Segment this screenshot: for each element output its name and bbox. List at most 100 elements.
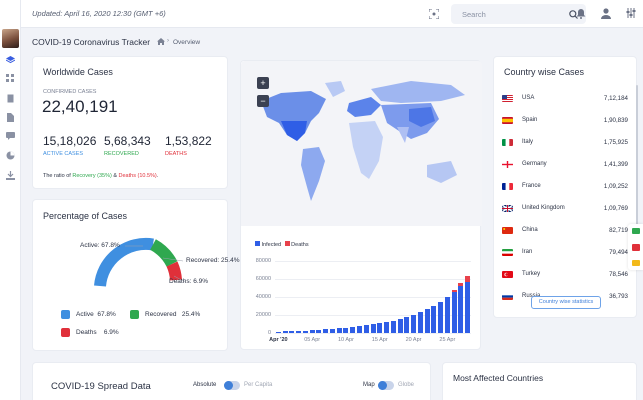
bar-infected[interactable] (289, 331, 295, 333)
bar-infected[interactable] (384, 322, 390, 333)
bar-infected[interactable] (282, 331, 288, 333)
map-globe-toggle[interactable] (378, 381, 394, 390)
notification-bell-icon[interactable] (576, 8, 586, 21)
bar-infected[interactable] (431, 306, 437, 333)
layers-icon[interactable] (5, 55, 15, 65)
country-value: 1,41,399 (603, 160, 628, 168)
bar-infected[interactable] (343, 327, 349, 333)
y-tick-label: 0 (267, 330, 271, 336)
list-item[interactable]: Germany 1,41,399 (502, 153, 628, 175)
bar-infected[interactable] (356, 326, 362, 333)
zoom-in-button[interactable]: + (257, 77, 269, 89)
money-icon[interactable] (632, 228, 640, 234)
country-value: 78,546 (609, 270, 628, 278)
file-icon[interactable] (5, 112, 15, 122)
country-name: France (522, 183, 541, 189)
image-icon[interactable] (632, 244, 640, 251)
bar-infected[interactable] (451, 292, 457, 333)
bar-infected[interactable] (444, 297, 450, 333)
spread-data-title: COVID-19 Spread Data (51, 381, 151, 392)
bar-infected[interactable] (424, 309, 430, 333)
bar-infected[interactable] (350, 327, 356, 333)
gridline (275, 279, 471, 280)
world-map[interactable] (241, 61, 482, 226)
country-statistics-button[interactable]: Country wise statistics (531, 296, 601, 309)
bar-infected[interactable] (323, 329, 329, 333)
bar-infected[interactable] (465, 282, 471, 333)
list-item[interactable]: China 82,719 (502, 219, 628, 241)
fullscreen-icon[interactable] (428, 8, 440, 21)
list-item[interactable]: United Kingdom 1,09,769 (502, 197, 628, 219)
percentage-cases-title: Percentage of Cases (43, 211, 128, 221)
map-russia (371, 81, 465, 103)
bar-infected[interactable] (458, 286, 464, 333)
user-profile-icon[interactable] (601, 8, 611, 21)
floating-toolbar (628, 224, 643, 270)
chat-icon[interactable] (5, 131, 15, 141)
legend-deaths-swatch (61, 328, 70, 337)
bar-deaths[interactable] (458, 282, 464, 287)
spread-data-card: COVID-19 Spread Data Absolute Per Capita… (32, 362, 431, 400)
ratio-recovery: Recovery (35%) (72, 173, 112, 179)
ratio-deaths: Deaths (10.5%) (118, 173, 157, 179)
search-input[interactable]: Search (462, 10, 486, 19)
bar-infected[interactable] (302, 330, 308, 333)
list-item[interactable]: USA 7,12,184 (502, 87, 628, 109)
italy-flag-icon (502, 138, 513, 146)
zoom-out-button[interactable]: − (257, 95, 269, 107)
absolute-label: Absolute (193, 382, 217, 388)
search-icon[interactable] (569, 10, 578, 21)
bar-deaths[interactable] (451, 290, 457, 293)
download-icon[interactable] (5, 170, 15, 180)
bar-infected[interactable] (275, 331, 281, 333)
folder-icon[interactable] (632, 260, 640, 266)
map-europe (347, 97, 381, 117)
bar-legend: Infected Deaths (255, 241, 309, 248)
bar-infected[interactable] (397, 318, 403, 333)
toggle-knob (224, 381, 233, 390)
bar-infected[interactable] (296, 330, 302, 333)
home-icon[interactable] (157, 38, 165, 47)
bar-infected[interactable] (404, 316, 410, 333)
list-item[interactable]: Italy 1,75,925 (502, 131, 628, 153)
bar-infected[interactable] (390, 320, 396, 333)
list-item[interactable]: Iran 79,494 (502, 241, 628, 263)
bar-deaths[interactable] (465, 276, 471, 283)
apps-icon[interactable] (5, 73, 15, 83)
bar-infected[interactable] (411, 314, 417, 333)
bar-infected[interactable] (316, 329, 322, 333)
map-greenland (325, 81, 345, 97)
avatar[interactable] (2, 29, 19, 48)
most-affected-card: Most Affected Countries (442, 362, 637, 400)
legend-active: Active 67.8% (61, 310, 116, 319)
breadcrumb[interactable]: Overview (173, 39, 201, 46)
search-box[interactable]: Search (451, 4, 586, 24)
document-icon[interactable] (5, 93, 15, 103)
country-value: 82,719 (609, 226, 628, 234)
map-chart-card: + − Infected Deaths 80000 60000 40000 20000… (240, 60, 482, 350)
globe-label: Globe (398, 382, 415, 388)
list-item[interactable]: France 1,09,252 (502, 175, 628, 197)
scrollbar[interactable] (636, 85, 638, 235)
pie-chart-icon[interactable] (5, 150, 15, 160)
absolute-per-capita-toggle[interactable] (224, 381, 240, 390)
list-item[interactable]: Turkey 78,546 (502, 263, 628, 285)
bar-infected[interactable] (336, 328, 342, 333)
percentage-cases-card: Percentage of Cases Active: 67.8% Recove… (32, 199, 239, 351)
y-tick-label: 80000 (255, 258, 271, 264)
settings-sliders-icon[interactable] (626, 8, 636, 20)
map-north-america (261, 91, 326, 141)
bar-infected[interactable] (377, 323, 383, 333)
world-map-shapes (261, 81, 465, 201)
per-capita-label: Per Capita (244, 382, 273, 388)
bar-infected[interactable] (370, 324, 376, 333)
deaths-label: DEATHS (165, 151, 187, 157)
bar-infected[interactable] (329, 328, 335, 333)
bar-infected[interactable] (417, 312, 423, 333)
legend-active-swatch (61, 310, 70, 319)
gridline (275, 261, 471, 262)
bar-infected[interactable] (309, 330, 315, 333)
bar-infected[interactable] (438, 301, 444, 333)
list-item[interactable]: Spain 1,90,839 (502, 109, 628, 131)
bar-infected[interactable] (363, 325, 369, 333)
